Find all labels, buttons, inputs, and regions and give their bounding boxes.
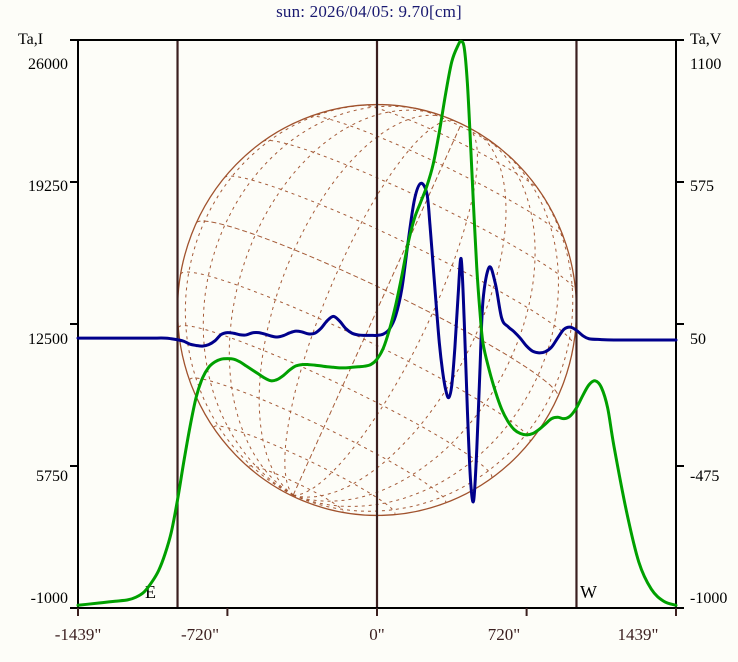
left-tick-label-2: 12500 <box>28 331 68 348</box>
x-tick-label-1: -720" <box>180 625 220 644</box>
left-tick-label-4: -1000 <box>30 590 68 607</box>
x-tick-label-4: 1439" <box>617 625 659 644</box>
x-tick-label-3: 720" <box>487 625 521 644</box>
page-title: sun: 2026/04/05: 9.70[cm] <box>276 2 462 21</box>
curve-tav <box>76 39 678 607</box>
left-tick-label-0: 26000 <box>28 56 68 73</box>
x-tick-label-0: -1439" <box>54 625 102 644</box>
east-limb-label: E <box>145 582 156 602</box>
left-axis-title: Ta,I <box>18 31 44 48</box>
right-tick-label-2: 50 <box>690 331 706 348</box>
right-tick-label-0: 1100 <box>690 56 722 73</box>
right-tick-label-4: -1000 <box>690 590 728 607</box>
limb-lines <box>176 40 578 608</box>
x-tick-label-2: 0" <box>369 625 385 644</box>
data-curves <box>76 39 678 607</box>
right-tick-label-3: -475 <box>690 468 720 485</box>
right-tick-label-1: 575 <box>690 178 714 195</box>
west-limb-label: W <box>580 582 597 602</box>
plot-frame <box>70 39 684 616</box>
right-axis-title: Ta,V <box>690 31 722 48</box>
left-tick-label-3: 5750 <box>36 468 68 485</box>
left-tick-label-1: 19250 <box>28 178 68 195</box>
